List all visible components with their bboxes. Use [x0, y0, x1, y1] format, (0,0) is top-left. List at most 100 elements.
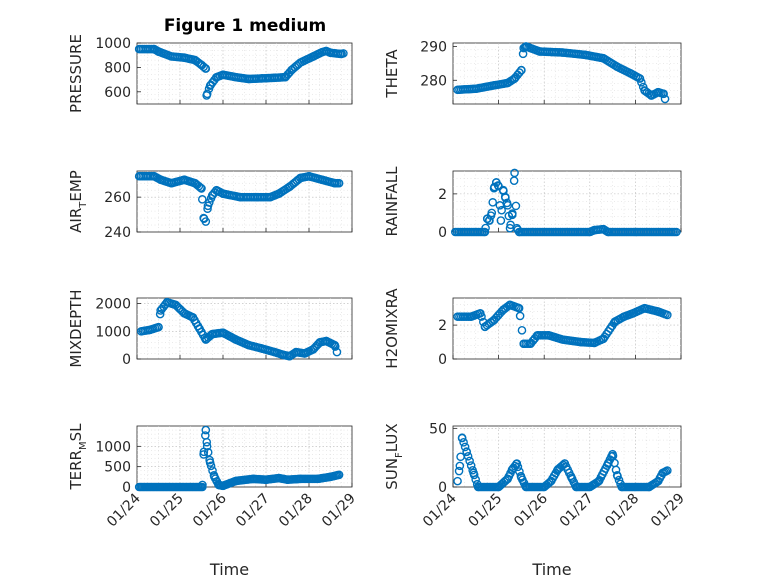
data-point: 1.457, 282.284: [515, 68, 524, 77]
data-point: 3.1, 0.1: [590, 225, 599, 235]
data-point: 0.5, 930: [154, 47, 163, 56]
data-point: 1.35, 3.1: [510, 168, 519, 178]
data-point: 3.3, 1.2: [599, 334, 608, 343]
y-axis-label-suffix: LUX: [383, 423, 401, 452]
data-point: 0.232, 38.115: [459, 437, 468, 447]
data-point: 2.9, 287.5: [580, 50, 590, 60]
data-point: 0.15, 18: [455, 461, 465, 471]
data-point: 0.133, 13.604: [454, 466, 464, 476]
data-point: 1.3, 0.9: [507, 210, 517, 220]
data-point: 1.472, 2.539: [515, 311, 525, 321]
data-point: 0.7, 2050: [162, 297, 172, 307]
subplot-pressure: 6008001000PRESSURE0.05, 9500.092, 9500.1…: [67, 34, 353, 113]
data-point: 2.6, 8: [567, 473, 576, 482]
data-point: 3.5, 180: [283, 475, 292, 484]
data-point: 2.15, 5: [546, 476, 556, 486]
y-tick-label: 600: [104, 85, 131, 101]
subplot-theta: 280290THETA0.1, 277.20.14, 277.230.18, 2…: [383, 39, 682, 105]
data-point: 0.4, 272: [149, 171, 159, 181]
y-axis-label: SUNFLUX: [383, 423, 405, 489]
y-tick-label: 0: [122, 480, 131, 496]
data-point: 2, 0: [539, 482, 549, 492]
data-point: 2.6, 500: [244, 340, 254, 350]
data-point: 1.85, 1.4: [533, 330, 542, 340]
data-point: 4.2, 3: [640, 303, 649, 313]
data-point: 2.45, 20: [560, 459, 570, 468]
data-point: 3.4, 0: [603, 227, 613, 237]
data-point: 1.35, 280.5: [510, 74, 519, 83]
data-point: 4.6, 12: [658, 468, 668, 478]
data-point: 2.6, 705: [244, 74, 254, 84]
data-point: 3.7, 0: [617, 482, 627, 492]
data-point: 0.6, 2.7: [476, 308, 485, 318]
data-point: 4.9, 0: [672, 227, 681, 237]
data-point: 3.4, 20: [603, 459, 613, 468]
data-point: 1.45, 3: [514, 303, 524, 313]
data-point: 3.45, 720: [281, 72, 290, 82]
data-point: 1.75, 261: [207, 191, 217, 200]
data-point: 0.55, 1750: [156, 306, 165, 315]
data-point: 1.7, 650: [205, 81, 215, 90]
data-point: 3.75, 2.5: [619, 312, 629, 321]
data-point: 1.55, 248: [199, 213, 208, 223]
data-point: 3.5, 28: [608, 449, 617, 459]
y-axis-label-main: RAINFALL: [383, 166, 401, 237]
y-tick-label: 2: [438, 318, 447, 334]
y-tick-label: 1000: [95, 36, 131, 52]
data-point: 0.45, 12: [469, 468, 478, 478]
data-point: 1.6, 0: [521, 482, 531, 492]
y-axis-label: MIXDEPTH: [67, 289, 85, 367]
y-tick-label: 50: [429, 421, 447, 437]
data-point: 4.7, 268: [334, 178, 344, 188]
y-tick-label: 1000: [95, 439, 131, 455]
data-point: 1.25, 3.2: [505, 300, 515, 310]
data-point: 1.6, 700: [201, 335, 211, 344]
data-point: 4.2, 277: [640, 86, 649, 95]
data-point: 1.35, 860: [190, 55, 200, 65]
data-point: 0.8, 268: [167, 178, 176, 188]
data-point: 3.95, 2.7: [628, 308, 638, 318]
data-point: 2, 740: [218, 70, 228, 80]
data-point: 1.05, 0.6: [496, 216, 506, 225]
data-point: 1.3, 1500: [188, 313, 198, 322]
data-point: 2, 950: [218, 328, 228, 337]
data-point: 4.5, 276.5: [653, 87, 663, 97]
data-point: 2, 30: [218, 481, 228, 491]
data-point: 1.52, 0: [198, 482, 207, 492]
data-point: 1.656, 852.826: [203, 448, 213, 457]
data-point: 1.7, 600: [205, 458, 215, 467]
data-point: 0.55, 0: [473, 482, 483, 492]
data-point: 4.62, 276: [659, 89, 668, 99]
data-point: 4.65, 274.5: [660, 94, 670, 104]
data-point: 0.398, 18.259: [466, 461, 476, 470]
data-point: 0.365, 22.23: [465, 456, 474, 466]
data-point: 0.5, 1150: [154, 322, 163, 332]
x-tick-label: 01/25: [466, 491, 506, 531]
data-point: 4.7, 300: [334, 470, 344, 480]
y-axis-label: AIRTEMP: [67, 170, 89, 233]
data-point: 2.3, 15: [553, 465, 563, 474]
y-tick-label: 280: [420, 73, 447, 89]
data-point: 1.55, 805: [199, 62, 208, 72]
data-point: 4.7, 2.6: [663, 310, 672, 320]
data-point: 1.9, 50: [214, 480, 223, 490]
data-point: 4, 272: [304, 171, 314, 181]
x-tick-label: 01/29: [648, 491, 688, 531]
x-tick-label: 01/27: [233, 491, 273, 531]
data-point: 0.85, 1: [487, 208, 497, 218]
data-point: 3.3, 220: [274, 473, 284, 483]
x-tick-label: 01/27: [557, 491, 597, 531]
data-point: 4.6, 500: [330, 340, 340, 350]
y-tick-label: 240: [104, 225, 131, 241]
data-point: 4.3, 0: [644, 482, 654, 492]
data-point: 3, 0: [585, 482, 595, 492]
y-axis-label: PRESSURE: [67, 34, 85, 113]
x-tick-label: 01/28: [602, 491, 642, 531]
y-tick-label: 290: [420, 39, 447, 55]
data-point: 4.2, 200: [313, 474, 322, 484]
x-tick-label: 01/26: [511, 490, 551, 530]
data-point: 1.2, 1.4: [503, 201, 513, 210]
